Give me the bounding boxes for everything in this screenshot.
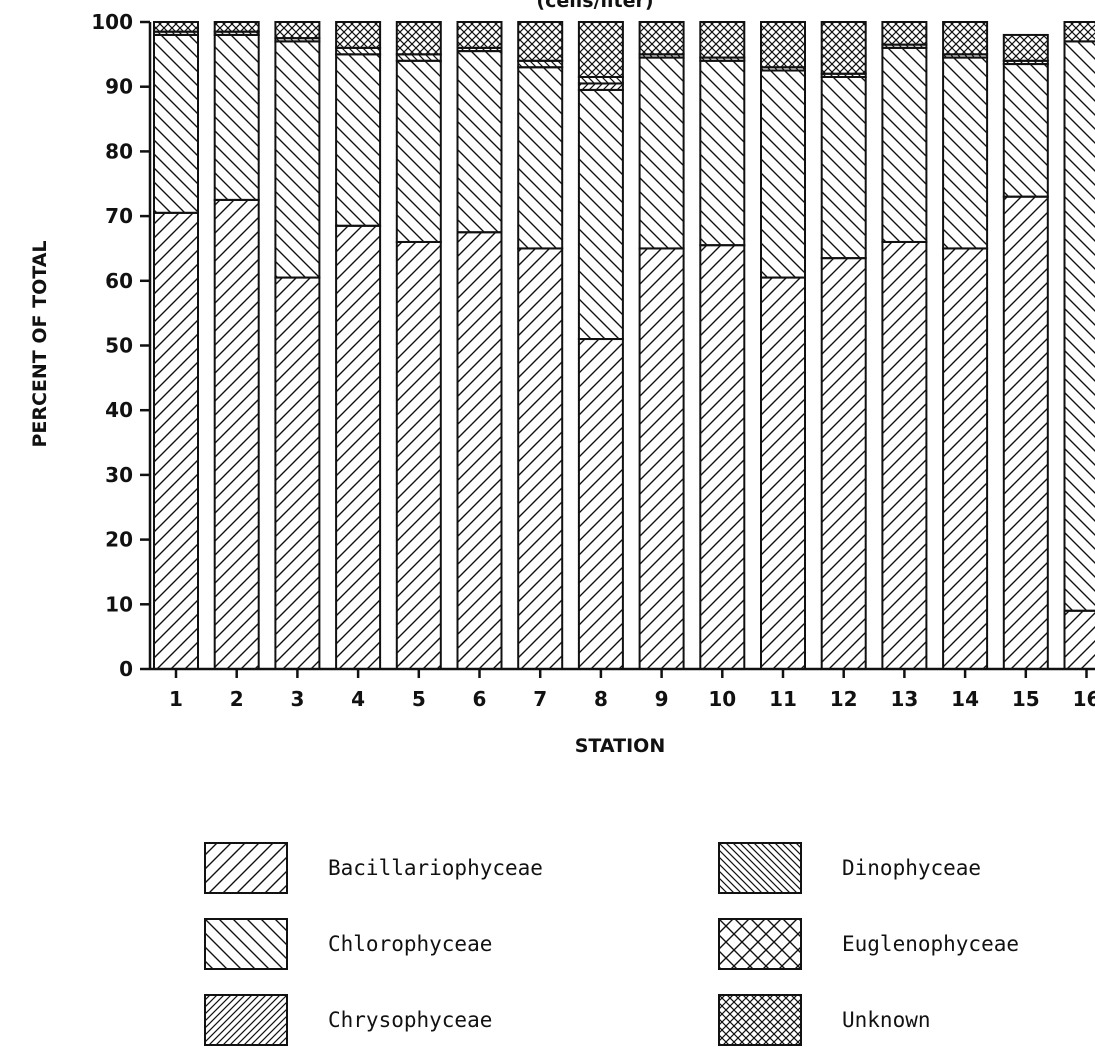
y-tick-label: 30 (105, 463, 133, 487)
y-tick-label: 50 (105, 334, 133, 358)
bar-segment-bacillariophyceae (638, 247, 685, 670)
legend-swatch-bacillariophyceae (204, 842, 288, 894)
legend-swatch-euglenophyceae (718, 918, 802, 970)
bar-segment-unknown (577, 21, 624, 78)
bar-segment-chlorophyceae (1063, 40, 1095, 612)
bar-segment-unknown (395, 21, 442, 56)
bar-segment-unknown (153, 21, 199, 33)
x-tick-label: 9 (655, 687, 669, 711)
bar-segment-chlorophyceae (760, 69, 806, 279)
x-tick-label: 12 (830, 687, 858, 711)
bar-segment-bacillariophyceae (1002, 195, 1049, 670)
legend-label: Euglenophyceae (842, 932, 1020, 956)
y-tick-label: 60 (105, 269, 133, 293)
bar-segment-bacillariophyceae (335, 224, 382, 670)
bar-segment-bacillariophyceae (820, 257, 867, 670)
bar-segment-chlorophyceae (274, 40, 321, 279)
legend-label: Bacillariophyceae (328, 856, 543, 880)
bar-segment-bacillariophyceae (213, 198, 260, 671)
legend-label: Chlorophyceae (328, 932, 493, 956)
x-tick-label: 1 (169, 687, 183, 711)
bar-segment-unknown (881, 21, 928, 46)
legend-label: Unknown (842, 1008, 931, 1032)
bar-segment-chlorophyceae (638, 56, 685, 250)
bar-segment-chlorophyceae (881, 46, 928, 243)
bar-segment-chlorophyceae (820, 75, 867, 260)
y-tick-label: 0 (119, 657, 133, 681)
bar-segment-chlorophyceae (699, 59, 746, 247)
bar-segment-unknown (638, 21, 685, 56)
bar-segment-bacillariophyceae (577, 338, 624, 670)
bar-segment-chlorophyceae (153, 33, 199, 214)
y-axis-title: PERCENT OF TOTAL (29, 240, 51, 447)
bar-segment-unknown (1063, 21, 1095, 43)
bar-segment-bacillariophyceae (760, 276, 806, 670)
x-tick-label: 2 (230, 687, 244, 711)
x-tick-label: 3 (290, 687, 304, 711)
legend-swatch-dinophyceae (718, 842, 802, 894)
y-tick-label: 80 (105, 139, 133, 163)
y-tick-label: 10 (105, 592, 133, 616)
bar-segment-bacillariophyceae (456, 231, 503, 670)
x-axis-title: STATION (575, 735, 665, 757)
bar-segment-unknown (942, 21, 989, 56)
bar-segment-chlorophyceae (577, 88, 624, 341)
bar-segment-unknown (760, 21, 806, 69)
legend-item: Unknown (718, 992, 931, 1048)
bar-segment-bacillariophyceae (274, 276, 321, 670)
x-tick-label: 13 (890, 687, 918, 711)
x-tick-label: 4 (351, 687, 365, 711)
y-tick-label: 40 (105, 398, 133, 422)
legend: Bacillariophyceae Chlorophyceae Chrysoph… (204, 840, 1064, 1060)
bar-segment-chlorophyceae (1002, 63, 1049, 198)
y-tick-label: 90 (105, 75, 133, 99)
bar-segment-unknown (213, 21, 260, 33)
bar-segment-bacillariophyceae (942, 247, 989, 670)
bar-segment-bacillariophyceae (699, 244, 746, 670)
legend-swatch-unknown (718, 994, 802, 1046)
bar-segment-chlorophyceae (335, 53, 382, 227)
bar-segment-unknown (274, 21, 321, 40)
bar-segment-chlorophyceae (517, 66, 564, 250)
x-tick-label: 11 (769, 687, 797, 711)
bar-segment-chlorophyceae (942, 56, 989, 250)
y-tick-label: 20 (105, 528, 133, 552)
legend-swatch-chrysophyceae (204, 994, 288, 1046)
bar-segment-unknown (517, 21, 564, 62)
legend-item: Dinophyceae (718, 840, 981, 896)
bar-segment-unknown (1002, 33, 1049, 62)
bar-segment-bacillariophyceae (881, 240, 928, 670)
legend-item: Chlorophyceae (204, 916, 492, 972)
bar-segment-unknown (820, 21, 867, 75)
bar-segment-bacillariophyceae (153, 211, 199, 671)
legend-item: Chrysophyceae (204, 992, 492, 1048)
legend-item: Bacillariophyceae (204, 840, 543, 896)
bar-segment-unknown (699, 21, 746, 59)
y-tick-label: 70 (105, 204, 133, 228)
x-tick-label: 16 (1073, 687, 1095, 711)
bar-segment-chlorophyceae (395, 59, 442, 243)
legend-swatch-chlorophyceae (204, 918, 288, 970)
y-tick-label: 100 (91, 10, 133, 34)
x-tick-label: 6 (473, 687, 487, 711)
bar-segment-unknown (456, 21, 503, 49)
x-tick-label: 7 (533, 687, 547, 711)
legend-label: Chrysophyceae (328, 1008, 493, 1032)
bar-segment-bacillariophyceae (1063, 609, 1095, 671)
chart-title: (cells/liter) (536, 0, 653, 12)
x-tick-label: 14 (951, 687, 979, 711)
bar-segment-bacillariophyceae (395, 240, 442, 670)
legend-item: Euglenophyceae (718, 916, 1019, 972)
x-tick-label: 5 (412, 687, 426, 711)
x-tick-label: 10 (708, 687, 736, 711)
bar-segment-chlorophyceae (456, 50, 503, 234)
legend-label: Dinophyceae (842, 856, 982, 880)
bar-segment-bacillariophyceae (517, 247, 564, 670)
x-tick-label: 15 (1012, 687, 1040, 711)
bar-segment-unknown (335, 21, 382, 49)
x-tick-label: 8 (594, 687, 608, 711)
bar-segment-chlorophyceae (213, 33, 260, 201)
